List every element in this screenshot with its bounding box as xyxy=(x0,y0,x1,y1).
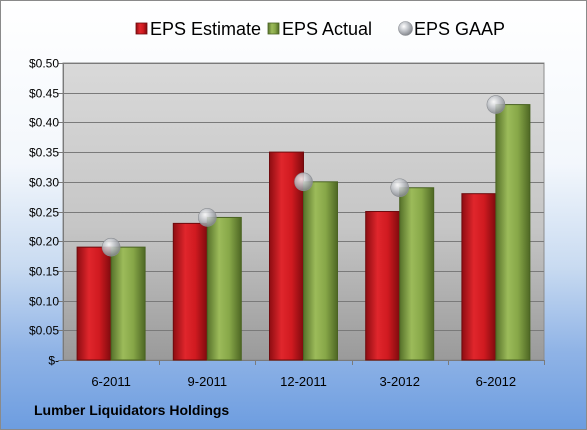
bar-eps-estimate xyxy=(172,222,208,361)
x-tick-label: 12-2011 xyxy=(280,374,327,389)
bar-eps-actual xyxy=(495,104,531,361)
x-tick-label: 6-2012 xyxy=(476,374,516,389)
marker-eps-gaap xyxy=(390,178,410,198)
y-tick-label: $0.15 xyxy=(29,265,59,279)
y-tick-label: $0.30 xyxy=(29,176,59,190)
x-tick-label: 9-2011 xyxy=(188,374,228,389)
legend-swatch xyxy=(267,22,280,35)
legend-label: EPS GAAP xyxy=(414,19,505,39)
legend-label: EPS Actual xyxy=(282,19,372,39)
y-tick-label: $- xyxy=(48,354,59,368)
legend: EPS Estimate EPS Actual EPS GAAP xyxy=(135,19,505,39)
legend-swatch xyxy=(135,22,148,35)
bar-eps-estimate xyxy=(76,246,112,361)
y-tick-label: $0.35 xyxy=(29,146,59,160)
y-tick-label: $0.50 xyxy=(29,57,59,71)
x-tick-label: 6-2011 xyxy=(91,374,131,389)
bar-eps-estimate xyxy=(365,211,401,361)
y-tick-label: $0.20 xyxy=(29,235,59,249)
marker-eps-gaap xyxy=(198,208,217,227)
bar-eps-actual xyxy=(206,216,242,361)
x-tick-label: 3-2012 xyxy=(379,374,419,389)
legend-label: EPS Estimate xyxy=(150,19,261,39)
y-tick-label: $0.40 xyxy=(29,116,59,130)
bar-eps-actual xyxy=(303,181,338,361)
y-tick-label: $0.05 xyxy=(29,324,59,338)
marker-eps-gaap xyxy=(101,237,121,257)
bar-eps-estimate xyxy=(461,193,497,361)
y-tick-label: $0.45 xyxy=(29,87,59,101)
y-tick-label: $0.10 xyxy=(29,295,59,309)
chart-caption: Lumber Liquidators Holdings xyxy=(34,402,230,418)
plot-area: $- $0.05 $0.10 $0.15 $0.20 $0.25 $0.30 $0.35 $0.… xyxy=(29,57,545,389)
marker-eps-gaap xyxy=(486,95,506,114)
marker-eps-gaap xyxy=(294,172,313,192)
legend-swatch xyxy=(398,21,413,36)
y-tick-label: $0.25 xyxy=(29,206,59,220)
bar-eps-actual xyxy=(110,246,146,361)
bar-eps-actual xyxy=(399,187,435,361)
